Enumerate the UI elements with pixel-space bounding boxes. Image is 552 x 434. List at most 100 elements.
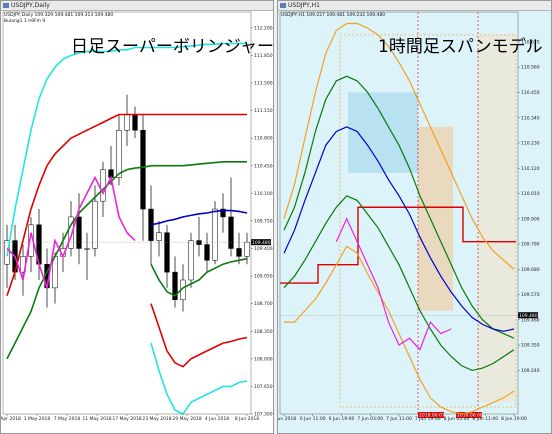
daily-bollinger-chart[interactable]: 107.300 107.650 108.000 108.350 108.700 109.0… — [1, 1, 274, 434]
x-tick-label: 6 Jun 19:00 — [329, 416, 355, 422]
candle-up — [84, 248, 90, 250]
y-tick-label: 109.750 — [254, 218, 273, 224]
last-price-tag — [518, 312, 538, 319]
y-tick-label: 110.450 — [521, 90, 540, 96]
x-tick-label: 17 May 2018 — [112, 416, 141, 422]
y-tick-label: 110.010 — [521, 191, 540, 197]
y-tick-label: 108.350 — [254, 329, 273, 335]
y-tick-label: 110.670 — [521, 39, 540, 45]
daily-ohlc-info: USDJPY,Daily 109.329 109.481 109.313 109… — [4, 13, 114, 18]
last-price-label: 109.480 — [252, 240, 271, 246]
candle-down — [204, 244, 210, 261]
y-tick-label: 109.400 — [254, 246, 273, 252]
candle-down — [236, 248, 242, 257]
span-cloud-blue — [348, 92, 418, 173]
candle-down — [228, 216, 234, 249]
series-line--1σ — [150, 257, 248, 297]
candle-down — [220, 208, 226, 218]
candle-up — [124, 114, 130, 131]
y-tick-label: 107.300 — [254, 412, 273, 418]
series-line-+1σ — [283, 75, 515, 339]
x-tick-label: 4 Jun 2018 — [205, 416, 229, 422]
series-line-遅行スパン — [335, 217, 452, 351]
chart-window-icon — [280, 3, 286, 8]
series-line-+3σ — [6, 42, 247, 257]
series-line-mid — [150, 209, 248, 226]
y-tick-label: 109.460 — [521, 317, 540, 323]
x-tick-label: 8 Jun 03:00 — [444, 416, 470, 422]
y-tick-label: 109.240 — [521, 368, 540, 374]
y-tick-label: 109.050 — [254, 274, 273, 280]
series-line-+2σ — [283, 22, 515, 270]
date-tag-bg — [456, 412, 482, 418]
y-tick-label: 107.650 — [254, 384, 273, 390]
x-tick-label: 25 Apr 2018 — [1, 416, 21, 422]
candle-up — [68, 216, 74, 249]
x-tick-label: 7 Jun 03:00 — [357, 416, 383, 422]
series-line-遅行スパン — [6, 175, 136, 289]
x-tick-label: 7 Jun 19:00 — [415, 416, 441, 422]
x-tick-label: 8 Jun 11:00 — [472, 416, 498, 422]
candle-up — [116, 129, 122, 178]
plot-frame — [2, 11, 252, 415]
y-tick-label: 108.700 — [254, 301, 273, 307]
series-line-mid — [283, 126, 515, 332]
series-line--2σ — [150, 303, 248, 368]
candle-down — [172, 271, 178, 300]
x-tick-label: 6 Jun 11:00 — [300, 416, 326, 422]
daily-chart-titlebar: USDJPY,Daily — [1, 1, 273, 11]
y-tick-label: 112.200 — [254, 25, 273, 31]
date-tag-bg — [418, 412, 444, 418]
y-tick-label: 110.230 — [521, 141, 540, 147]
y-tick-label: 110.120 — [521, 166, 540, 172]
y-tick-label: 110.800 — [254, 136, 273, 142]
y-tick-label: 109.680 — [521, 267, 540, 273]
candle-up — [244, 241, 250, 257]
series-line-+2σ — [6, 113, 247, 297]
plot-frame — [279, 11, 519, 415]
x-tick-label: 5 Jun 2018 — [278, 416, 296, 422]
candle-down — [164, 232, 170, 273]
candle-down — [132, 114, 138, 131]
hourly-chart-window: USDJPY,H1 2018.06.07 20:00 2018.06.08 19:… — [277, 0, 552, 434]
y-tick-label: 110.100 — [254, 191, 273, 197]
y-tick-label: 110.450 — [254, 163, 273, 169]
daily-window-title: USDJPY,Daily — [11, 2, 50, 9]
x-tick-label: 7 Jun 11:00 — [386, 416, 412, 422]
candle-up — [100, 169, 106, 202]
candle-up — [212, 208, 218, 261]
y-tick-label: 111.150 — [254, 108, 273, 114]
candle-down — [140, 129, 146, 210]
x-tick-label: 1 May 2018 — [24, 416, 51, 422]
x-tick-label: 11 May 2018 — [82, 416, 111, 422]
candle-up — [156, 232, 162, 241]
y-tick-label: 109.790 — [521, 242, 540, 248]
daily-chart-heading: 日足スーパーボリンジャー — [71, 37, 274, 57]
x-tick-label: 23 May 2018 — [142, 416, 171, 422]
candle-up — [188, 240, 194, 281]
date-tag-label: 2018.06.07 20:00 — [419, 413, 459, 419]
y-tick-label: 109.570 — [521, 292, 540, 298]
last-price-tag — [251, 239, 271, 246]
series-line--1σ — [283, 195, 515, 372]
span-red-line — [280, 206, 516, 284]
range-box — [339, 34, 517, 408]
x-tick-label: 7 May 2018 — [54, 416, 81, 422]
x-tick-label: 29 May 2018 — [172, 416, 201, 422]
y-tick-label: 110.340 — [521, 115, 540, 121]
daily-chart-window: USDJPY,Daily 107.300 107.650 108.000 108.35… — [0, 0, 274, 434]
chart-window-icon — [3, 3, 9, 8]
candle-up — [92, 200, 98, 249]
date-tag-label: 2018.06.08 19:00 — [457, 413, 497, 419]
daily-indicator-info: Bulang1 1 h9Fm 9 — [4, 19, 46, 24]
y-tick-label: 110.560 — [521, 65, 540, 71]
y-tick-label: 108.000 — [254, 356, 273, 362]
y-tick-label: 109.900 — [521, 216, 540, 222]
last-price-label: 109.480 — [519, 313, 538, 319]
y-tick-label: 111.850 — [254, 53, 273, 59]
y-tick-label: 109.350 — [521, 343, 540, 349]
forecast-zone — [478, 34, 516, 403]
x-tick-label: 8 Jun 19:00 — [501, 416, 527, 422]
series-line-+1σ — [6, 161, 247, 360]
